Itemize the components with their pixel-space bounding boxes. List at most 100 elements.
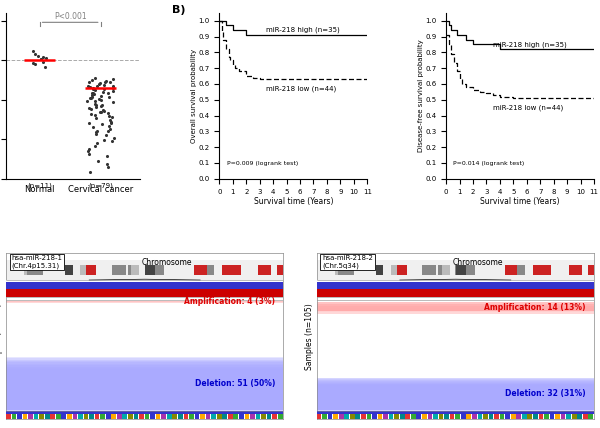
Bar <box>522 414 527 419</box>
Y-axis label: Disease-free survival probability: Disease-free survival probability <box>418 39 424 152</box>
Bar <box>6 360 283 408</box>
Bar <box>317 409 594 410</box>
Bar <box>539 265 551 275</box>
Text: miR-218 low (n=44): miR-218 low (n=44) <box>266 86 337 92</box>
Bar <box>483 414 488 419</box>
Text: P<0.001: P<0.001 <box>54 12 86 21</box>
Text: Amplification: 14 (13%): Amplification: 14 (13%) <box>484 303 586 312</box>
Bar <box>6 378 283 409</box>
Point <box>90 142 100 149</box>
Point <box>83 97 92 104</box>
Text: miR-218 high (n=35): miR-218 high (n=35) <box>266 27 340 33</box>
Bar <box>6 400 283 410</box>
Bar <box>333 414 338 419</box>
Bar <box>317 260 594 280</box>
Bar <box>317 380 594 410</box>
Bar <box>344 414 349 419</box>
Point <box>91 104 100 110</box>
Point <box>93 158 103 165</box>
Bar <box>50 414 55 419</box>
Bar <box>6 380 283 409</box>
Text: hsa-miR-218-1
(Chr.4p15.31): hsa-miR-218-1 (Chr.4p15.31) <box>11 255 62 269</box>
Bar <box>317 302 594 311</box>
Bar <box>317 381 594 410</box>
Bar <box>6 282 283 289</box>
Point <box>85 119 94 126</box>
Text: P=0.009 (logrank test): P=0.009 (logrank test) <box>227 160 298 166</box>
Bar <box>383 414 388 419</box>
Bar <box>389 414 394 419</box>
Bar <box>539 414 543 419</box>
Point <box>86 106 96 113</box>
Bar <box>428 414 432 419</box>
Bar <box>6 403 283 410</box>
Bar <box>544 414 549 419</box>
Bar <box>337 265 350 275</box>
Bar <box>65 265 73 275</box>
Point <box>84 78 94 85</box>
Point <box>97 103 106 110</box>
Bar <box>6 387 283 409</box>
Bar <box>317 401 594 410</box>
Bar <box>517 265 525 275</box>
Bar <box>317 377 594 410</box>
Bar <box>317 384 594 410</box>
Text: Chromosome: Chromosome <box>142 258 192 267</box>
Bar <box>317 408 594 410</box>
Bar <box>6 385 283 409</box>
Bar <box>122 414 127 419</box>
Bar <box>317 399 594 410</box>
Bar <box>6 376 283 409</box>
Point <box>104 122 114 129</box>
Bar <box>27 265 43 275</box>
Bar <box>517 414 521 419</box>
Bar <box>577 414 582 419</box>
Point <box>103 110 113 116</box>
Bar <box>156 414 160 419</box>
Bar <box>566 414 571 419</box>
Point <box>107 114 116 121</box>
Bar <box>26 265 40 275</box>
Bar <box>478 414 482 419</box>
Bar <box>145 265 156 275</box>
Bar <box>6 260 283 280</box>
Bar <box>6 371 283 409</box>
Point <box>36 56 46 63</box>
Bar <box>317 395 594 410</box>
Point <box>88 84 98 91</box>
Point <box>88 89 97 96</box>
Text: miR-218 high (n=35): miR-218 high (n=35) <box>493 41 567 48</box>
Bar <box>117 414 122 419</box>
X-axis label: Survival time (Years): Survival time (Years) <box>254 197 333 206</box>
Point <box>91 100 100 107</box>
Bar <box>317 411 594 414</box>
Bar <box>261 414 266 419</box>
Bar <box>317 397 594 410</box>
Bar <box>155 265 164 275</box>
Bar <box>184 414 188 419</box>
Bar <box>317 402 594 410</box>
Y-axis label: Samples (n=105): Samples (n=105) <box>305 303 314 370</box>
Point <box>105 79 115 86</box>
Point <box>91 115 101 122</box>
Point <box>106 120 116 127</box>
Bar <box>6 375 283 409</box>
Point <box>33 53 43 60</box>
Point <box>92 127 101 134</box>
Text: (n=79): (n=79) <box>88 183 113 189</box>
Bar <box>6 367 283 409</box>
Bar <box>466 265 475 275</box>
Point <box>85 146 94 152</box>
Bar <box>317 394 594 410</box>
Bar <box>533 414 538 419</box>
Bar <box>317 383 594 410</box>
Bar <box>411 414 416 419</box>
Point <box>86 169 95 176</box>
Bar <box>439 414 443 419</box>
Bar <box>455 265 467 275</box>
Bar <box>317 306 594 311</box>
Bar <box>278 414 283 419</box>
Point <box>30 61 40 68</box>
Bar <box>511 414 515 419</box>
Bar <box>455 265 466 275</box>
